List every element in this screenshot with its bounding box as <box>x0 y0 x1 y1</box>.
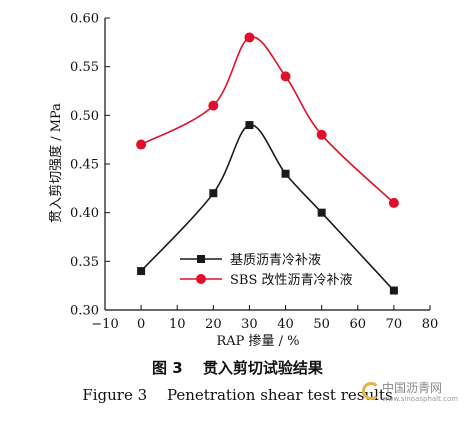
figure-caption-chinese: 图 3 贯入剪切试验结果 <box>152 359 323 377</box>
data-point-circle <box>388 197 399 208</box>
data-point-circle <box>244 32 255 43</box>
x-tick-label: 70 <box>386 317 403 332</box>
data-point-square <box>389 286 398 295</box>
data-point-square <box>317 208 326 217</box>
watermark-url: www.sinoasphalt.com <box>382 395 459 403</box>
data-point-circle <box>316 129 327 140</box>
legend-label: SBS 改性沥青冷补液 <box>230 273 353 288</box>
legend-marker-square <box>197 255 205 263</box>
x-tick-label: 40 <box>277 317 294 332</box>
data-point-square <box>137 267 146 276</box>
x-axis-title: RAP 掺量 / % <box>216 333 299 349</box>
series-line-2 <box>140 36 395 204</box>
y-axis-title: 贯入剪切强度 / MPa <box>48 103 64 223</box>
x-tick-label: 50 <box>313 317 330 332</box>
data-point-square <box>245 121 254 130</box>
data-point-circle <box>280 71 291 82</box>
y-tick-label: 0.55 <box>70 60 99 75</box>
x-tick-label: 60 <box>350 317 367 332</box>
data-point-square <box>209 189 218 198</box>
x-tick-label: −10 <box>91 317 118 332</box>
y-tick-label: 0.45 <box>70 158 99 173</box>
watermark-logo-icon <box>362 382 380 400</box>
figure-caption-english: Figure 3 Penetration shear test results <box>82 386 393 404</box>
axes-layer: −10 0 10 20 30 40 50 60 70 80 0.30 0.35 0.40 0.45 0.50… <box>70 12 438 333</box>
data-point-circle <box>208 100 219 111</box>
data-point-circle <box>136 139 147 150</box>
legend-marker-circle <box>196 274 206 284</box>
series-layer <box>136 32 399 295</box>
legend-label: 基质沥青冷补液 <box>230 253 321 268</box>
watermark-text: 中国沥青网 <box>382 381 443 395</box>
watermark: 中国沥青网 www.sinoasphalt.com <box>360 378 470 412</box>
x-tick-label: 20 <box>205 317 222 332</box>
data-point-square <box>281 169 290 178</box>
series-line-1 <box>140 124 395 292</box>
x-tick-label: 30 <box>241 317 258 332</box>
x-tick-label: 80 <box>422 317 439 332</box>
x-tick-label: 10 <box>169 317 186 332</box>
x-tick-label: 0 <box>137 317 145 332</box>
y-tick-label: 0.40 <box>70 206 99 221</box>
y-tick-label: 0.50 <box>70 109 99 124</box>
y-tick-label: 0.30 <box>70 304 99 319</box>
chart: −10 0 10 20 30 40 50 60 70 80 0.30 0.35 0.40 0.45 0.50… <box>48 12 438 350</box>
y-tick-label: 0.35 <box>70 255 99 270</box>
y-tick-label: 0.60 <box>70 12 99 27</box>
legend: 基质沥青冷补液 SBS 改性沥青冷补液 <box>180 253 353 288</box>
